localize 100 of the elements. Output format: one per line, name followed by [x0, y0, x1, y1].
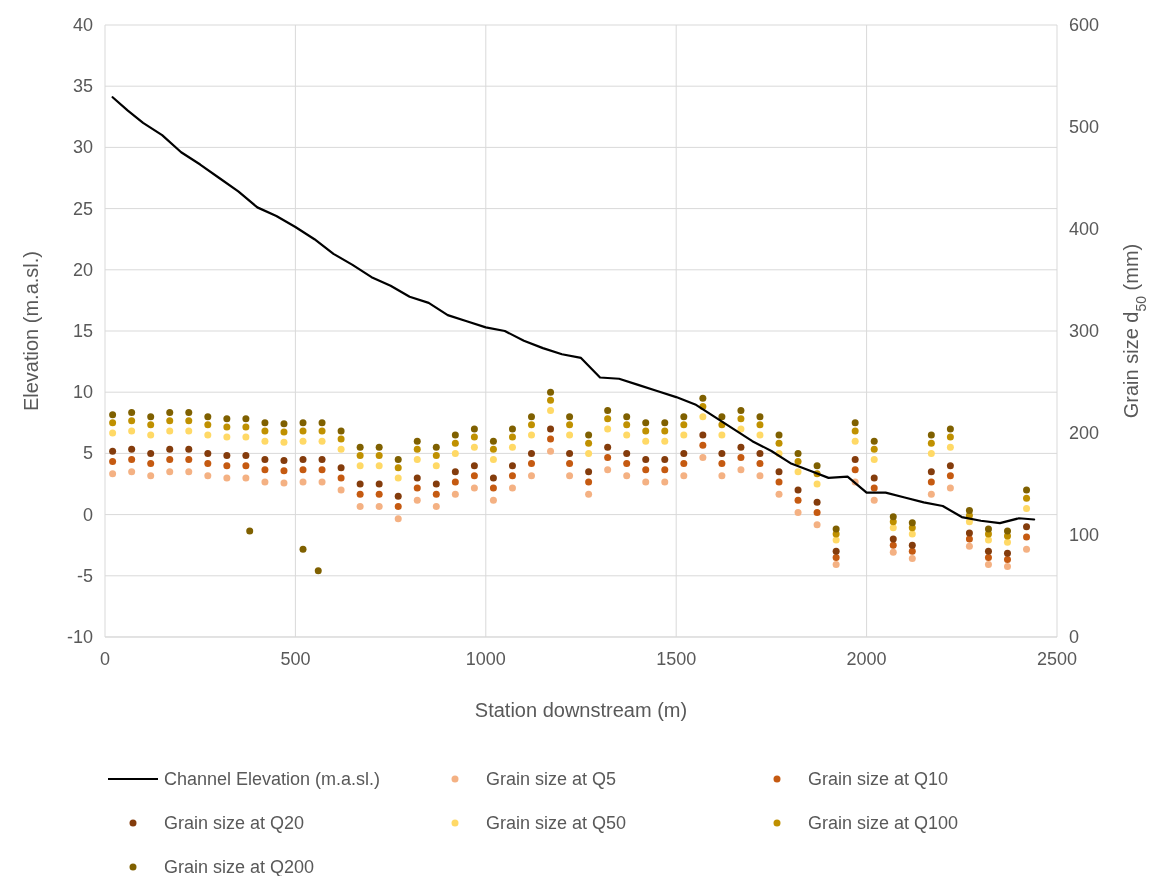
point — [775, 468, 783, 476]
point — [166, 427, 174, 435]
legend-label: Grain size at Q50 — [486, 813, 627, 833]
point — [737, 425, 745, 433]
y2-tick-label: 400 — [1069, 219, 1100, 239]
point — [699, 453, 707, 461]
point — [223, 433, 231, 441]
point — [337, 464, 345, 472]
point — [623, 449, 631, 457]
point — [432, 480, 440, 488]
point — [680, 413, 688, 421]
point — [470, 472, 478, 480]
point — [604, 466, 612, 474]
point — [623, 413, 631, 421]
point — [223, 451, 231, 459]
point — [299, 427, 307, 435]
point — [642, 437, 650, 445]
point — [470, 462, 478, 470]
point — [185, 445, 193, 453]
point — [261, 437, 269, 445]
point — [109, 458, 117, 466]
point — [166, 456, 174, 464]
point — [623, 421, 631, 429]
y-tick-label: 35 — [72, 76, 93, 97]
point — [314, 567, 322, 575]
point — [337, 427, 345, 435]
point — [661, 427, 669, 435]
point — [585, 478, 593, 486]
point — [699, 441, 707, 449]
y2-tick-label: 500 — [1069, 117, 1100, 137]
point — [547, 396, 555, 404]
point — [318, 456, 326, 464]
point — [1004, 549, 1011, 557]
point — [585, 431, 593, 439]
point — [794, 458, 802, 466]
point — [585, 490, 593, 498]
point — [984, 561, 992, 569]
point — [566, 472, 574, 480]
point — [128, 445, 136, 453]
point — [813, 480, 821, 488]
point — [642, 478, 650, 486]
point — [1023, 523, 1031, 531]
point — [185, 427, 193, 435]
point — [718, 413, 726, 421]
y2-tick-label: 600 — [1069, 15, 1100, 35]
point — [128, 409, 136, 417]
point — [299, 456, 307, 464]
point — [451, 449, 459, 457]
point — [394, 474, 402, 482]
point — [109, 470, 117, 478]
point — [185, 409, 193, 417]
point — [756, 472, 764, 480]
point — [528, 413, 535, 421]
point — [318, 478, 326, 486]
point — [642, 466, 650, 474]
point — [394, 492, 402, 500]
x-axis-title: Station downstream (m) — [474, 699, 688, 721]
point — [528, 431, 535, 439]
point — [280, 420, 288, 428]
point — [870, 484, 878, 492]
point — [965, 529, 973, 537]
point — [813, 521, 821, 529]
point — [413, 474, 421, 482]
point — [356, 502, 364, 510]
point — [680, 460, 688, 468]
point — [870, 456, 878, 464]
point — [547, 435, 555, 443]
y-tick-label: 5 — [82, 443, 93, 464]
point — [489, 484, 497, 492]
point — [528, 472, 535, 480]
point — [604, 425, 612, 433]
point — [261, 427, 269, 435]
point — [147, 431, 155, 439]
x-tick-label: 2000 — [846, 649, 887, 669]
point — [718, 472, 726, 480]
point — [889, 541, 897, 549]
point — [661, 437, 669, 445]
point — [185, 417, 193, 425]
point — [128, 417, 136, 425]
point — [870, 496, 878, 504]
point — [775, 490, 783, 498]
point — [337, 445, 345, 453]
point — [489, 437, 497, 445]
point — [832, 561, 840, 569]
point — [737, 407, 745, 415]
point — [451, 431, 459, 439]
point — [718, 449, 726, 457]
point — [109, 429, 117, 437]
point — [242, 415, 250, 423]
point — [965, 535, 973, 543]
point — [984, 547, 992, 555]
point — [832, 553, 840, 561]
point — [699, 394, 707, 402]
legend-label: Grain size at Q200 — [164, 857, 315, 876]
point — [737, 443, 745, 451]
point — [128, 427, 136, 435]
point — [356, 451, 364, 459]
point — [242, 462, 250, 470]
point — [775, 431, 783, 439]
point — [737, 466, 745, 474]
